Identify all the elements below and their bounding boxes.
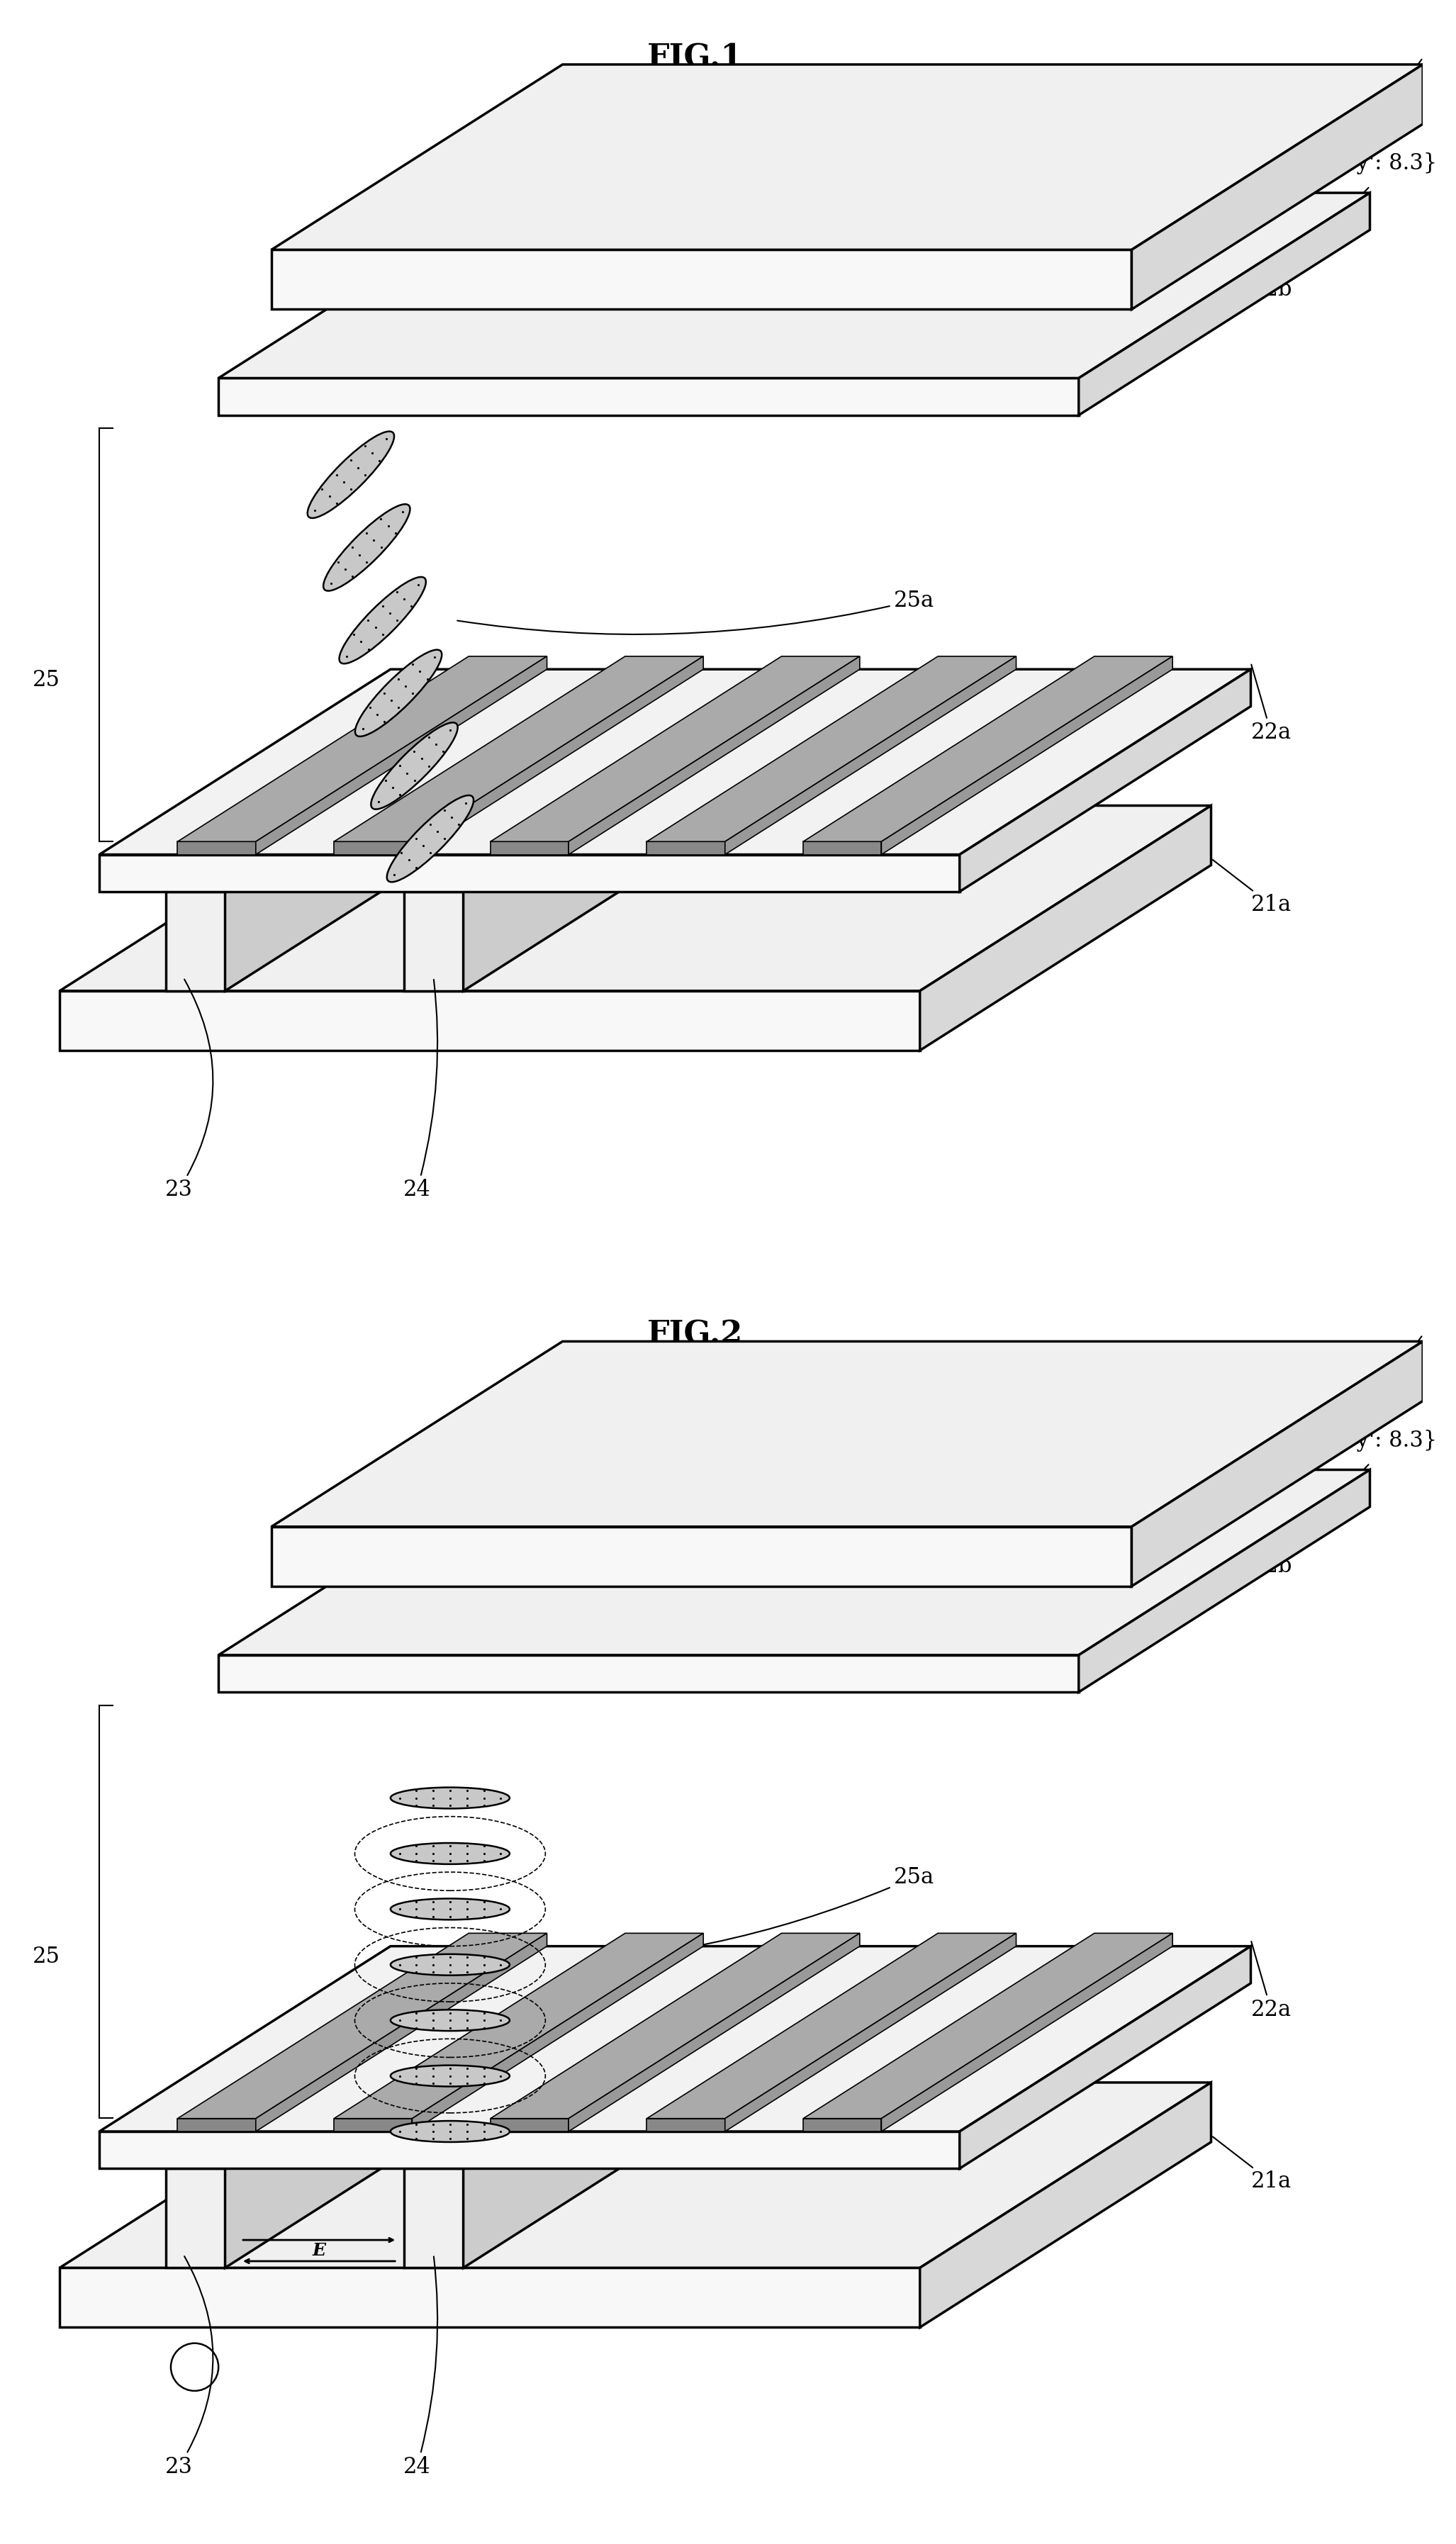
Text: FIG.2: FIG.2 (646, 1320, 743, 1351)
Polygon shape (218, 1656, 1079, 1692)
Polygon shape (178, 2119, 256, 2132)
Polygon shape (491, 2119, 569, 2132)
Polygon shape (881, 1933, 1172, 2132)
Polygon shape (166, 890, 226, 990)
Polygon shape (333, 842, 412, 855)
Polygon shape (569, 656, 859, 855)
Polygon shape (99, 2132, 960, 2167)
Text: 25a: 25a (524, 1867, 933, 1964)
Text: 22a: 22a (1251, 1941, 1291, 2020)
Polygon shape (403, 890, 463, 990)
Polygon shape (646, 1933, 1016, 2119)
Polygon shape (646, 2119, 725, 2132)
Polygon shape (99, 1946, 1251, 2132)
Text: {'x': 9.2, 'y': 8.3}: {'x': 9.2, 'y': 8.3} (1251, 59, 1437, 176)
Polygon shape (218, 379, 1079, 415)
Polygon shape (60, 990, 920, 1051)
Polygon shape (463, 1984, 754, 2267)
Polygon shape (881, 656, 1172, 855)
Polygon shape (804, 2119, 881, 2132)
Text: E: E (313, 2241, 326, 2259)
Polygon shape (403, 707, 754, 890)
Text: 23: 23 (165, 979, 213, 1201)
Ellipse shape (390, 2010, 510, 2030)
Polygon shape (226, 707, 517, 990)
Polygon shape (178, 842, 256, 855)
Polygon shape (491, 842, 569, 855)
Polygon shape (1079, 193, 1370, 415)
Polygon shape (166, 2167, 226, 2267)
Polygon shape (271, 64, 1423, 249)
Polygon shape (960, 1946, 1251, 2167)
Polygon shape (226, 1984, 517, 2267)
Polygon shape (725, 656, 1016, 855)
Polygon shape (1131, 64, 1423, 310)
Polygon shape (403, 2167, 463, 2267)
Polygon shape (412, 656, 703, 855)
Ellipse shape (390, 1788, 510, 1809)
Polygon shape (271, 1341, 1423, 1526)
Ellipse shape (390, 1954, 510, 1974)
Text: 24: 24 (403, 979, 437, 1201)
Text: 21a: 21a (1213, 2137, 1291, 2193)
Polygon shape (920, 2084, 1211, 2328)
Ellipse shape (371, 722, 457, 809)
Polygon shape (1131, 1341, 1423, 1587)
Ellipse shape (355, 649, 441, 735)
Polygon shape (491, 656, 859, 842)
Polygon shape (646, 656, 1016, 842)
Polygon shape (166, 1984, 517, 2167)
Polygon shape (166, 707, 517, 890)
Text: 22b: 22b (1251, 1465, 1369, 1577)
Polygon shape (256, 656, 547, 855)
Polygon shape (60, 2267, 920, 2328)
Polygon shape (333, 1933, 703, 2119)
Polygon shape (646, 842, 725, 855)
Text: 22b: 22b (1251, 188, 1369, 300)
Polygon shape (271, 1526, 1131, 1587)
Polygon shape (271, 249, 1131, 310)
Polygon shape (412, 1933, 703, 2132)
Polygon shape (403, 1984, 754, 2167)
Polygon shape (99, 669, 1251, 855)
Ellipse shape (390, 1842, 510, 1865)
Polygon shape (920, 806, 1211, 1051)
Polygon shape (333, 2119, 412, 2132)
Ellipse shape (307, 432, 395, 519)
Ellipse shape (387, 796, 473, 883)
Polygon shape (463, 707, 754, 990)
Polygon shape (218, 193, 1370, 379)
Polygon shape (960, 669, 1251, 890)
Polygon shape (60, 2084, 1211, 2267)
Polygon shape (804, 656, 1172, 842)
Text: 21a: 21a (1213, 860, 1291, 916)
Text: 25a: 25a (457, 590, 933, 633)
Polygon shape (99, 855, 960, 890)
Text: 25: 25 (32, 669, 60, 692)
Ellipse shape (390, 2066, 510, 2086)
Polygon shape (1079, 1470, 1370, 1692)
Polygon shape (178, 1933, 547, 2119)
Text: 23: 23 (165, 2257, 213, 2478)
Ellipse shape (390, 2122, 510, 2142)
Polygon shape (333, 656, 703, 842)
Ellipse shape (390, 1898, 510, 1921)
Polygon shape (256, 1933, 547, 2132)
Text: FIG.1: FIG.1 (646, 43, 743, 74)
Polygon shape (491, 1933, 859, 2119)
Polygon shape (60, 806, 1211, 990)
Polygon shape (178, 656, 547, 842)
Polygon shape (725, 1933, 1016, 2132)
Text: 24: 24 (403, 2257, 437, 2478)
Polygon shape (804, 842, 881, 855)
Ellipse shape (339, 577, 427, 664)
Text: 22a: 22a (1251, 664, 1291, 743)
Polygon shape (218, 1470, 1370, 1656)
Text: {'x': 9.2, 'y': 8.3}: {'x': 9.2, 'y': 8.3} (1251, 1336, 1437, 1453)
Ellipse shape (323, 504, 411, 590)
Text: 25: 25 (32, 1946, 60, 1967)
Polygon shape (569, 1933, 859, 2132)
Polygon shape (804, 1933, 1172, 2119)
